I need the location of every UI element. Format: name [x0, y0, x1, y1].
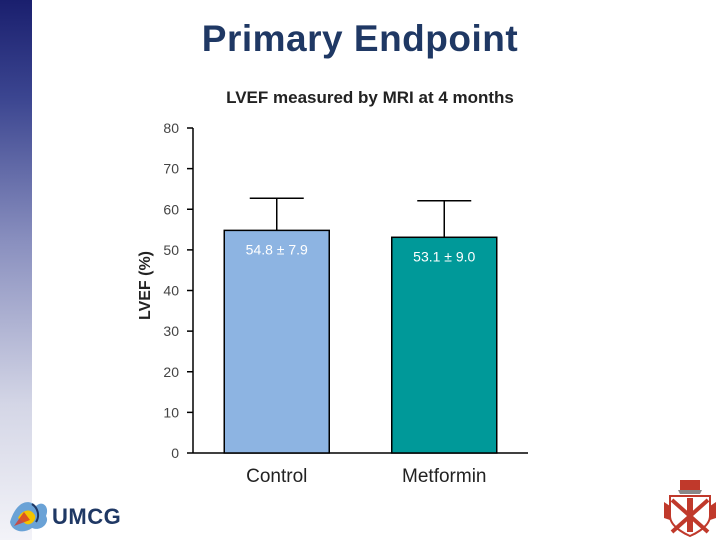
category-label-control: Control [246, 466, 307, 487]
y-tick-label: 80 [163, 120, 179, 136]
y-tick-label: 60 [163, 201, 179, 217]
category-label-metformin: Metformin [402, 466, 486, 487]
y-tick-label: 40 [163, 283, 179, 299]
data-label-metformin: 53.1 ± 9.0 [413, 248, 475, 264]
data-label-control: 54.8 ± 7.9 [246, 241, 308, 257]
chart-title: LVEF measured by MRI at 4 months [226, 88, 514, 107]
page-title: Primary Endpoint [201, 18, 519, 59]
umcg-logo-icon [10, 502, 48, 532]
y-tick-label: 10 [163, 404, 179, 420]
side-gradient-bar [0, 0, 32, 540]
y-tick-label: 20 [163, 364, 179, 380]
y-tick-label: 30 [163, 323, 179, 339]
y-tick-label: 50 [163, 242, 179, 258]
logo-text: UMCG [52, 504, 122, 529]
y-tick-label: 70 [163, 161, 179, 177]
bar-metformin [391, 236, 498, 454]
y-axis-label: LVEF (%) [137, 251, 154, 320]
university-seal-icon [664, 480, 716, 538]
y-tick-label: 0 [171, 445, 179, 461]
bar-control [223, 229, 330, 454]
